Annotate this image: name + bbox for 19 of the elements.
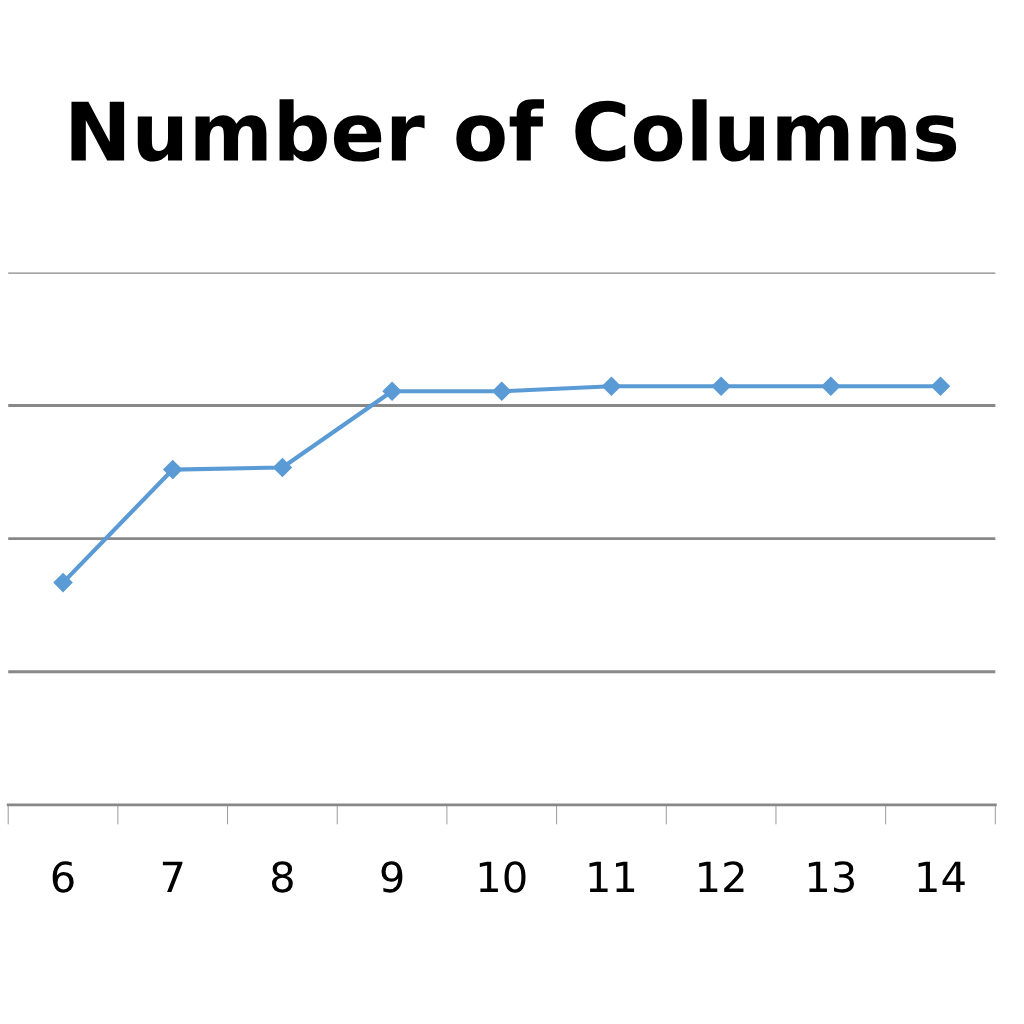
point [821,376,841,396]
point [163,460,183,480]
x-tick-label: 11 [589,861,635,893]
x-tick-label: 12 [699,861,744,893]
x-tick-label: 8 [271,861,293,893]
point [601,376,621,396]
chart-title: Number of Columns [71,99,957,162]
point [272,457,292,477]
x-tick-label: 10 [479,861,526,893]
x-tick-label: 14 [918,861,965,893]
x-tick-label: 9 [381,861,403,893]
x-tick-label: 6 [52,861,74,893]
point [711,376,731,396]
point [930,376,951,396]
point [382,381,402,401]
point [53,573,73,593]
point [492,381,512,401]
x-tick-label: 13 [808,861,854,893]
x-tick-label: 7 [162,861,183,893]
